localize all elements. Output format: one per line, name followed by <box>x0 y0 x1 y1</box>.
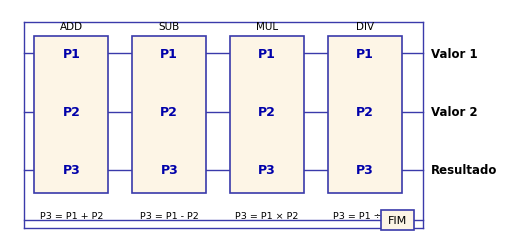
FancyBboxPatch shape <box>230 37 304 193</box>
Text: P2: P2 <box>62 106 80 119</box>
Text: P3: P3 <box>62 164 80 177</box>
Text: FIM: FIM <box>388 215 407 226</box>
Text: P3 = P1 × P2: P3 = P1 × P2 <box>235 211 299 220</box>
Text: P1: P1 <box>258 48 276 61</box>
Text: ADD: ADD <box>60 21 83 32</box>
Text: P1: P1 <box>62 48 80 61</box>
FancyBboxPatch shape <box>381 210 414 231</box>
Text: Resultado: Resultado <box>431 164 497 177</box>
Text: Valor 2: Valor 2 <box>431 106 478 119</box>
FancyBboxPatch shape <box>34 37 108 193</box>
Text: P1: P1 <box>356 48 374 61</box>
FancyBboxPatch shape <box>328 37 402 193</box>
Text: P3 = P1 - P2: P3 = P1 - P2 <box>140 211 199 220</box>
Text: P3: P3 <box>258 164 276 177</box>
Text: P2: P2 <box>356 106 374 119</box>
FancyBboxPatch shape <box>132 37 206 193</box>
Text: Valor 1: Valor 1 <box>431 48 478 61</box>
Text: P3 = P1 + P2: P3 = P1 + P2 <box>40 211 103 220</box>
Text: P3: P3 <box>356 164 374 177</box>
Text: P2: P2 <box>160 106 178 119</box>
Text: P1: P1 <box>160 48 178 61</box>
Text: SUB: SUB <box>159 21 180 32</box>
Text: P2: P2 <box>258 106 276 119</box>
Text: MUL: MUL <box>256 21 278 32</box>
Text: P3: P3 <box>160 164 178 177</box>
Text: P3 = P1 ÷ P2: P3 = P1 ÷ P2 <box>333 211 397 220</box>
Text: DIV: DIV <box>356 21 374 32</box>
